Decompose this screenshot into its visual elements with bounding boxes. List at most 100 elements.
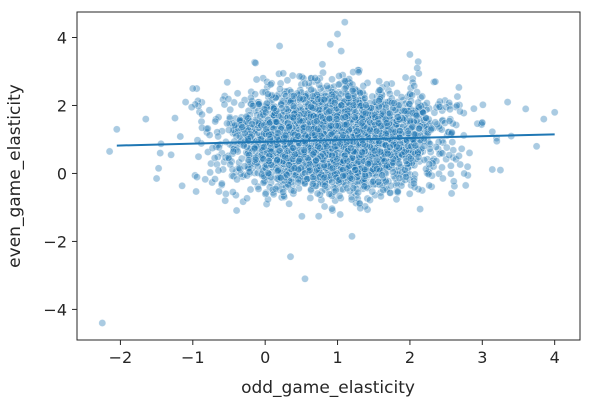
data-point xyxy=(438,163,446,172)
data-point xyxy=(503,98,512,106)
data-point xyxy=(465,148,474,157)
data-point xyxy=(248,120,256,128)
data-point xyxy=(361,171,370,180)
data-point xyxy=(214,166,223,175)
data-point xyxy=(311,74,319,82)
data-point xyxy=(220,100,229,109)
data-point xyxy=(325,107,333,116)
data-point xyxy=(448,138,457,146)
data-point xyxy=(414,153,423,161)
data-point xyxy=(400,107,409,115)
data-point xyxy=(206,168,214,177)
data-point xyxy=(425,181,434,190)
data-point xyxy=(335,72,343,80)
data-point xyxy=(447,189,456,198)
data-point xyxy=(297,212,306,221)
data-point xyxy=(187,103,196,112)
x-tick-label: 4 xyxy=(550,348,560,367)
data-point xyxy=(188,84,197,93)
data-point xyxy=(307,85,316,94)
scatter-points xyxy=(98,18,559,327)
data-point xyxy=(411,141,420,150)
data-point xyxy=(326,121,335,130)
data-point xyxy=(152,174,161,183)
data-point xyxy=(357,119,366,128)
data-point xyxy=(266,80,275,89)
data-point xyxy=(395,174,404,182)
data-point xyxy=(372,126,381,135)
data-point xyxy=(322,142,331,151)
data-point xyxy=(304,124,313,133)
data-point xyxy=(294,156,303,165)
data-point xyxy=(211,117,220,126)
data-point xyxy=(335,191,344,200)
data-point xyxy=(341,113,350,121)
data-point xyxy=(496,166,505,174)
data-point xyxy=(295,94,304,103)
data-point xyxy=(328,151,336,160)
data-point xyxy=(325,114,334,123)
data-point xyxy=(358,136,367,145)
data-point xyxy=(215,143,223,152)
data-point xyxy=(176,132,185,141)
data-point xyxy=(435,102,444,111)
x-tick-label: −2 xyxy=(109,348,133,367)
data-point xyxy=(214,132,222,141)
data-point xyxy=(340,18,349,27)
data-point xyxy=(242,112,251,121)
data-point xyxy=(427,124,436,133)
data-point xyxy=(193,173,201,181)
data-point xyxy=(254,184,263,193)
data-point xyxy=(301,79,309,88)
data-point xyxy=(469,104,478,113)
data-point xyxy=(285,123,293,131)
data-point xyxy=(360,94,369,103)
data-point xyxy=(550,108,559,117)
data-point xyxy=(364,159,373,168)
data-point xyxy=(215,187,223,196)
data-point xyxy=(337,47,346,55)
data-point xyxy=(347,195,356,204)
data-point xyxy=(210,154,219,162)
data-point xyxy=(217,179,226,188)
data-point xyxy=(392,142,401,151)
data-point xyxy=(326,40,335,49)
data-point xyxy=(312,117,321,125)
data-point xyxy=(416,205,424,213)
data-point xyxy=(308,173,317,182)
data-point xyxy=(308,179,317,188)
x-axis-label: odd_game_elasticity xyxy=(241,378,415,398)
data-point xyxy=(415,103,423,112)
data-point xyxy=(294,132,303,140)
data-point xyxy=(392,195,401,204)
data-point xyxy=(339,131,347,140)
data-point xyxy=(374,119,383,127)
data-point xyxy=(233,175,241,184)
data-point xyxy=(339,171,348,180)
data-point xyxy=(426,148,435,156)
data-point xyxy=(336,210,345,219)
data-point xyxy=(320,173,329,182)
data-point xyxy=(237,154,246,163)
data-point xyxy=(245,167,254,176)
data-point xyxy=(250,144,259,153)
data-point xyxy=(349,184,358,193)
x-tick-label: 0 xyxy=(260,348,270,367)
data-point xyxy=(425,160,434,169)
data-point xyxy=(271,184,280,193)
data-point xyxy=(393,187,402,196)
data-point xyxy=(460,169,469,178)
data-point xyxy=(295,72,304,81)
data-point xyxy=(251,59,260,67)
data-point xyxy=(246,185,255,194)
data-point xyxy=(368,187,377,196)
data-point xyxy=(387,79,396,88)
data-point xyxy=(253,162,262,171)
data-point xyxy=(437,125,446,134)
data-point xyxy=(478,118,487,127)
data-point xyxy=(264,169,273,177)
data-point xyxy=(321,181,329,190)
data-point xyxy=(346,173,355,182)
data-point xyxy=(381,129,390,138)
